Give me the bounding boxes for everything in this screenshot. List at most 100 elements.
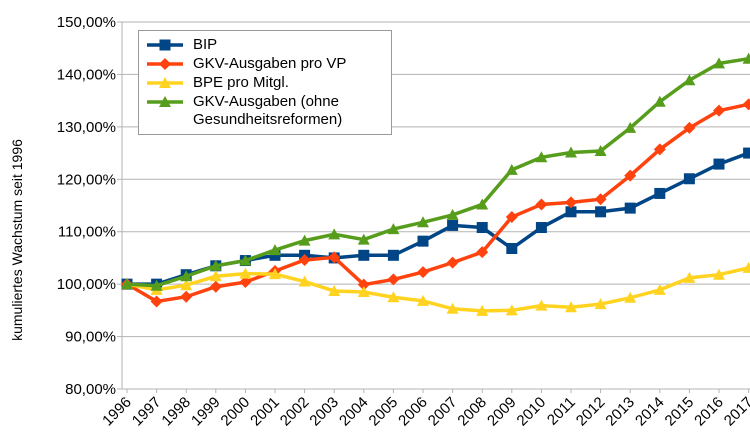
- marker: [742, 98, 750, 111]
- x-tick-label: 1999: [188, 394, 224, 430]
- marker: [713, 158, 725, 170]
- marker: [239, 276, 252, 289]
- marker: [239, 254, 252, 266]
- marker: [506, 242, 518, 254]
- marker: [159, 39, 171, 51]
- marker: [653, 143, 666, 156]
- marker: [594, 193, 607, 206]
- marker: [624, 121, 637, 133]
- marker: [209, 280, 222, 293]
- marker: [269, 249, 281, 261]
- marker: [505, 163, 518, 175]
- marker: [417, 294, 429, 306]
- marker: [159, 96, 171, 107]
- marker: [357, 233, 370, 245]
- legend-label: BPE pro Mitgl.: [193, 74, 289, 91]
- marker: [298, 275, 311, 287]
- marker: [121, 278, 133, 290]
- marker: [417, 216, 429, 228]
- x-tick-label: 2010: [514, 394, 550, 430]
- x-tick-label: 2005: [366, 394, 402, 430]
- y-axis-label: kumuliertes Wachstum seit 1996: [9, 139, 25, 341]
- y-tick-label: 80,00%: [65, 381, 116, 398]
- x-tick-label: 2004: [336, 394, 372, 430]
- marker: [298, 254, 311, 267]
- legend: BIP GKV-Ausgaben pro VP BPE pro Mitgl. GKV-…: [138, 30, 392, 135]
- marker: [150, 279, 163, 291]
- y-tick-label: 140,00%: [57, 66, 116, 83]
- legend-item: BIP: [145, 36, 385, 54]
- marker: [476, 304, 489, 316]
- marker: [535, 151, 548, 163]
- marker: [713, 104, 725, 117]
- x-tick-label: 2011: [544, 394, 579, 429]
- marker: [387, 223, 400, 235]
- marker: [180, 279, 193, 291]
- marker: [159, 77, 171, 88]
- x-tick-label: 2000: [218, 394, 254, 430]
- marker: [565, 301, 577, 313]
- legend-label: GKV-Ausgaben pro VP: [193, 55, 347, 72]
- marker: [653, 283, 666, 295]
- marker: [446, 256, 459, 269]
- marker: [654, 187, 666, 199]
- x-tick-label: 2002: [277, 394, 313, 430]
- x-tick-label: 2006: [395, 394, 431, 430]
- legend-label: BIP: [193, 36, 218, 53]
- marker: [595, 206, 607, 218]
- y-tick-label: 120,00%: [57, 171, 116, 188]
- marker: [269, 268, 281, 280]
- x-tick-label: 1998: [158, 394, 194, 430]
- marker: [683, 121, 696, 134]
- marker: [328, 284, 341, 296]
- x-tick-label: 2008: [454, 394, 490, 430]
- marker: [565, 206, 577, 218]
- marker: [180, 290, 193, 303]
- marker: [535, 198, 548, 211]
- marker: [683, 271, 696, 283]
- marker: [683, 74, 696, 86]
- marker: [358, 249, 370, 261]
- legend-swatch: [147, 77, 183, 88]
- marker: [269, 244, 281, 256]
- series-line: [126, 56, 749, 288]
- x-tick-label: 2016: [691, 394, 727, 430]
- x-tick-label: 2012: [573, 394, 609, 430]
- marker: [713, 268, 725, 280]
- x-tick-label: 2001: [247, 394, 283, 430]
- marker: [209, 259, 222, 271]
- marker: [447, 219, 459, 231]
- marker: [239, 267, 252, 279]
- marker: [476, 222, 488, 234]
- marker: [387, 291, 400, 303]
- marker: [565, 146, 577, 158]
- x-tick-label: 2007: [425, 394, 461, 430]
- marker: [209, 270, 222, 282]
- marker: [180, 270, 193, 282]
- x-tick-label: 1997: [129, 394, 165, 430]
- y-tick-label: 100,00%: [57, 276, 116, 293]
- legend-swatch: [147, 58, 183, 70]
- marker: [417, 266, 429, 279]
- marker: [328, 228, 341, 240]
- marker: [653, 95, 666, 107]
- marker: [535, 299, 548, 311]
- series-group: [121, 52, 750, 316]
- x-tick-label: 2009: [484, 394, 520, 430]
- marker: [594, 298, 607, 310]
- x-tick-label: 2003: [306, 394, 342, 430]
- legend-label: GKV-Ausgaben (ohne Gesundheitsreformen): [193, 93, 343, 128]
- marker: [624, 169, 637, 182]
- marker: [624, 291, 637, 303]
- marker: [417, 235, 429, 247]
- marker: [594, 144, 607, 156]
- marker: [683, 173, 695, 185]
- marker: [150, 295, 163, 308]
- marker: [357, 278, 370, 291]
- marker: [476, 198, 489, 210]
- marker: [446, 208, 459, 220]
- y-tick-label: 90,00%: [65, 329, 116, 346]
- marker: [387, 249, 399, 261]
